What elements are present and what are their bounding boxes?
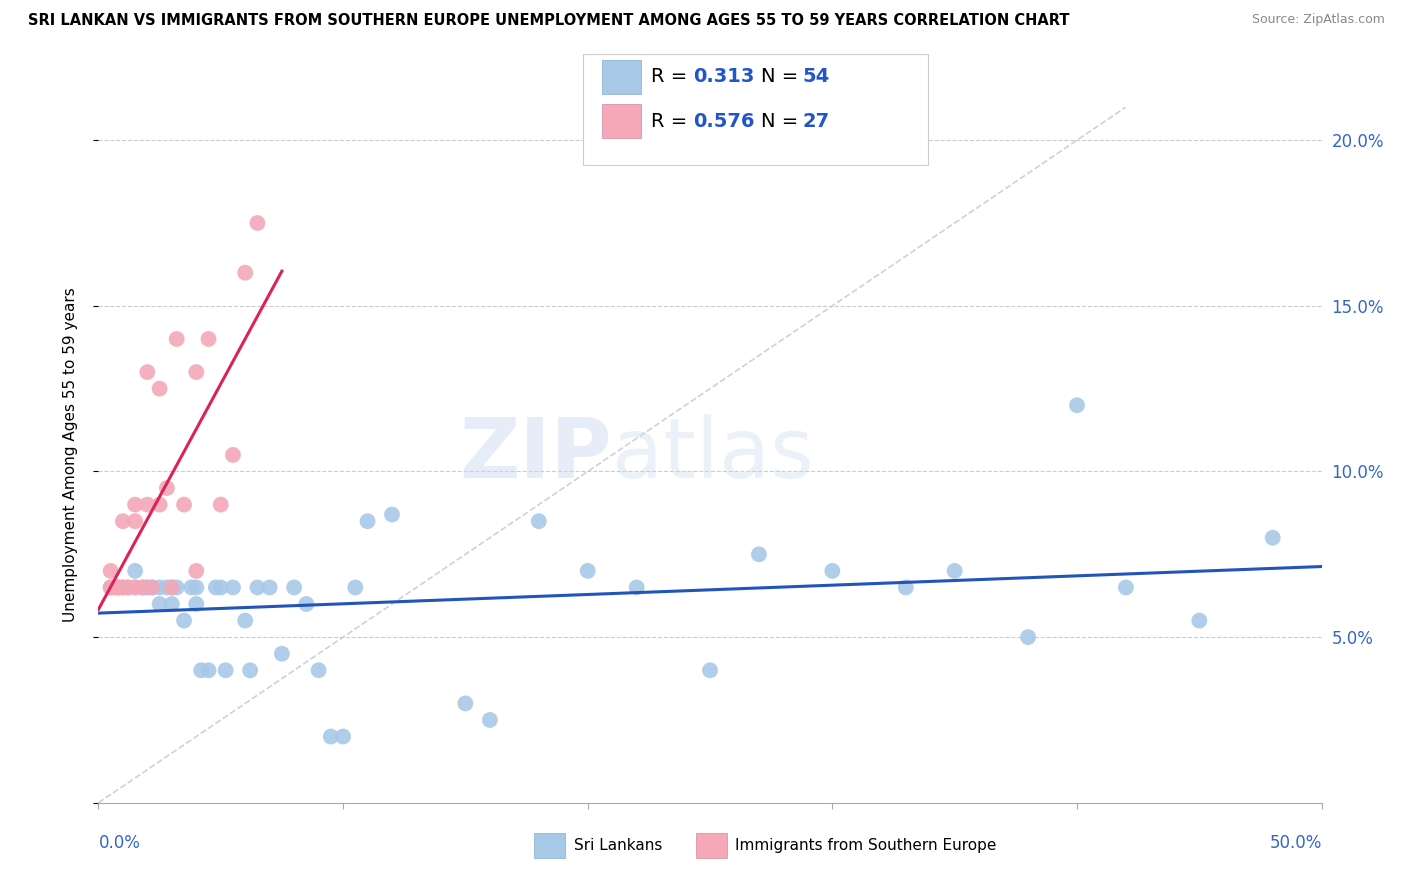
- Point: [233, 266, 256, 280]
- Point: [478, 713, 501, 727]
- Point: [943, 564, 966, 578]
- Text: 0.313: 0.313: [693, 67, 755, 87]
- Point: [166, 332, 188, 346]
- Point: [117, 581, 139, 595]
- Point: [209, 581, 232, 595]
- Point: [356, 514, 378, 528]
- Y-axis label: Unemployment Among Ages 55 to 59 years: Unemployment Among Ages 55 to 59 years: [63, 287, 77, 623]
- Point: [100, 581, 122, 595]
- Point: [821, 564, 844, 578]
- Point: [149, 382, 172, 396]
- Point: [160, 581, 183, 595]
- Point: [107, 581, 129, 595]
- Point: [1261, 531, 1284, 545]
- Text: R =: R =: [651, 67, 693, 87]
- Point: [222, 448, 245, 462]
- Point: [124, 498, 146, 512]
- Point: [124, 514, 146, 528]
- Point: [111, 581, 134, 595]
- Point: [283, 581, 305, 595]
- Point: [197, 663, 219, 677]
- Point: [156, 581, 179, 595]
- Point: [1066, 398, 1088, 412]
- Point: [1017, 630, 1039, 644]
- Point: [699, 663, 721, 677]
- Text: Sri Lankans: Sri Lankans: [574, 838, 662, 853]
- Point: [131, 581, 153, 595]
- Point: [124, 564, 146, 578]
- Point: [186, 597, 208, 611]
- Text: 0.576: 0.576: [693, 112, 755, 131]
- Text: ZIP: ZIP: [460, 415, 612, 495]
- Point: [186, 581, 208, 595]
- Point: [166, 581, 188, 595]
- Point: [117, 581, 139, 595]
- Point: [259, 581, 281, 595]
- Point: [454, 697, 477, 711]
- Text: atlas: atlas: [612, 415, 814, 495]
- Text: R =: R =: [651, 112, 693, 131]
- Point: [332, 730, 354, 744]
- Point: [222, 581, 245, 595]
- Point: [748, 547, 770, 561]
- Point: [173, 498, 195, 512]
- Text: 54: 54: [803, 67, 830, 87]
- Point: [156, 481, 179, 495]
- Text: 50.0%: 50.0%: [1270, 834, 1322, 852]
- Point: [111, 581, 134, 595]
- Point: [344, 581, 367, 595]
- Point: [149, 498, 172, 512]
- Point: [111, 514, 134, 528]
- Text: N =: N =: [761, 67, 804, 87]
- Point: [136, 581, 159, 595]
- Text: SRI LANKAN VS IMMIGRANTS FROM SOUTHERN EUROPE UNEMPLOYMENT AMONG AGES 55 TO 59 Y: SRI LANKAN VS IMMIGRANTS FROM SOUTHERN E…: [28, 13, 1070, 29]
- Point: [270, 647, 294, 661]
- Point: [136, 365, 159, 379]
- Point: [186, 564, 208, 578]
- Point: [308, 663, 330, 677]
- Text: 0.0%: 0.0%: [98, 834, 141, 852]
- Point: [136, 581, 159, 595]
- Point: [626, 581, 648, 595]
- Point: [100, 564, 122, 578]
- Point: [239, 663, 262, 677]
- Point: [160, 581, 183, 595]
- Point: [246, 216, 269, 230]
- Point: [894, 581, 917, 595]
- Text: Source: ZipAtlas.com: Source: ZipAtlas.com: [1251, 13, 1385, 27]
- Text: Immigrants from Southern Europe: Immigrants from Southern Europe: [735, 838, 997, 853]
- Point: [104, 581, 127, 595]
- Point: [381, 508, 404, 522]
- Point: [295, 597, 318, 611]
- Point: [149, 597, 172, 611]
- Point: [124, 581, 146, 595]
- Point: [209, 498, 232, 512]
- Point: [1115, 581, 1137, 595]
- Point: [186, 365, 208, 379]
- Point: [233, 614, 256, 628]
- Point: [527, 514, 550, 528]
- Point: [141, 581, 163, 595]
- Point: [141, 581, 163, 595]
- Point: [319, 730, 342, 744]
- Point: [576, 564, 599, 578]
- Point: [197, 332, 219, 346]
- Point: [246, 581, 269, 595]
- Point: [190, 663, 212, 677]
- Text: 27: 27: [803, 112, 830, 131]
- Point: [107, 581, 129, 595]
- Point: [131, 581, 153, 595]
- Point: [149, 581, 172, 595]
- Point: [100, 581, 122, 595]
- Text: N =: N =: [761, 112, 804, 131]
- Point: [173, 614, 195, 628]
- Point: [214, 663, 236, 677]
- Point: [1188, 614, 1211, 628]
- Point: [136, 498, 159, 512]
- Point: [124, 581, 146, 595]
- Point: [160, 597, 183, 611]
- Point: [180, 581, 202, 595]
- Point: [205, 581, 228, 595]
